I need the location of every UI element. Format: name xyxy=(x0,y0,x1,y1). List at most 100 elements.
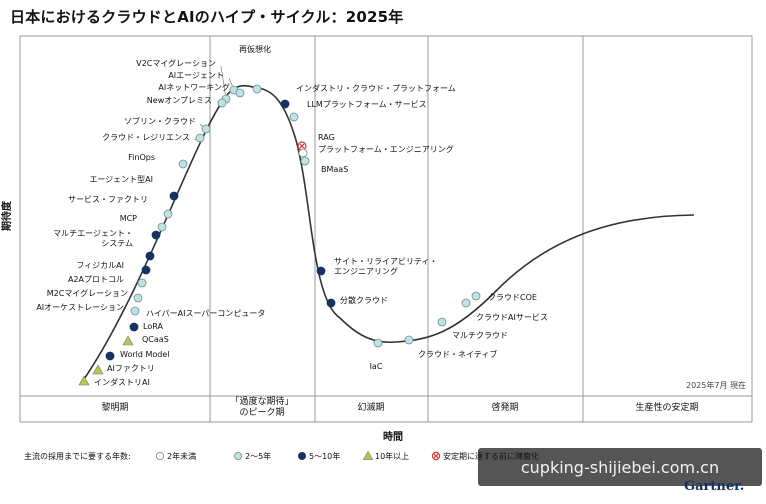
legend-marker xyxy=(362,450,374,460)
tech-point-marker-shape xyxy=(157,222,167,232)
legend-label: 2年未満 xyxy=(167,451,196,461)
hype-curve xyxy=(79,84,695,386)
tech-point-marker-shape xyxy=(129,322,139,332)
tech-point-label: RAG xyxy=(318,133,335,142)
legend-marker-shape xyxy=(362,450,374,460)
legend-marker xyxy=(155,451,164,460)
tech-point-label: フィジカルAI xyxy=(76,261,124,270)
tech-point-marker-shape xyxy=(437,317,447,327)
tech-point-marker-shape xyxy=(316,266,326,276)
tech-point-marker-shape xyxy=(298,148,308,158)
phase-label: 幻滅期 xyxy=(357,401,384,413)
tech-point-marker-shape xyxy=(133,293,143,303)
tech-point-marker xyxy=(252,84,262,94)
tech-point-marker xyxy=(404,335,414,345)
tech-point-label: サービス・ファクトリ xyxy=(68,195,148,204)
tech-point-label: AIネットワーキング xyxy=(158,82,230,92)
tech-point-marker-shape xyxy=(252,84,262,94)
tech-point-marker xyxy=(178,159,188,169)
tech-point-marker xyxy=(151,230,161,240)
legend-marker xyxy=(431,451,441,461)
tech-point-label: AIファクトリ xyxy=(107,364,155,373)
tech-point-label: プラットフォーム・エンジニアリング xyxy=(318,144,454,154)
tech-point-marker xyxy=(300,156,310,166)
tech-point-marker-shape xyxy=(201,124,211,134)
plot-frame xyxy=(19,35,753,397)
watermark-banner: cupking-shijiebei.com.cn xyxy=(478,448,762,486)
tech-point-marker xyxy=(122,335,134,346)
legend-marker-shape xyxy=(297,451,306,460)
legend-label: 5〜10年 xyxy=(309,451,340,461)
legend-marker-shape xyxy=(155,451,164,460)
tech-point-marker xyxy=(133,293,143,303)
tech-point-marker xyxy=(217,98,227,108)
tech-point-label: エージェント型AI xyxy=(89,175,153,184)
tech-point-label: IaC xyxy=(370,362,383,371)
tech-point-marker-cross xyxy=(299,143,305,149)
tech-point-label: 分散クラウド xyxy=(340,295,388,305)
tech-point-marker-shape xyxy=(289,112,299,122)
legend-title: 主流の採用までに要する年数: xyxy=(24,451,131,461)
leader-line xyxy=(220,65,227,100)
tech-point-marker-shape xyxy=(163,209,173,219)
as-of-note: 2025年7月 現在 xyxy=(686,380,746,390)
tech-point-marker-shape xyxy=(137,278,147,288)
tech-point-marker-shape xyxy=(235,88,245,98)
tech-point-marker xyxy=(92,364,104,375)
chart-title: 日本におけるクラウドとAIのハイプ・サイクル：2025年 xyxy=(10,8,404,26)
tech-point-label: インダストリAI xyxy=(94,377,150,387)
tech-point-marker xyxy=(163,209,173,219)
tech-point-label: Newオンプレミス xyxy=(147,96,212,105)
tech-point-marker-shape xyxy=(195,133,205,143)
legend-marker xyxy=(297,451,306,460)
tech-point-marker xyxy=(461,298,471,308)
tech-point-label: AIオーケストレーション xyxy=(36,303,124,312)
tech-point-marker xyxy=(169,191,179,201)
tech-point-label: インダストリ・クラウド・プラットフォーム xyxy=(296,83,456,93)
tech-point-marker-shape xyxy=(178,159,188,169)
phase-label: 生産性の安定期 xyxy=(635,401,698,413)
tech-point-marker xyxy=(289,112,299,122)
tech-point-marker-shape xyxy=(461,298,471,308)
tech-point-marker xyxy=(437,317,447,327)
tech-point-marker xyxy=(471,291,481,301)
tech-point-label: マルチエージェント・システム xyxy=(53,229,133,248)
tech-point-label: AIエージェント xyxy=(168,71,224,80)
legend-marker-shape xyxy=(233,451,242,460)
tech-point-label: World Model xyxy=(120,350,170,359)
tech-point-marker-shape xyxy=(130,306,140,316)
tech-point-marker-shape xyxy=(300,156,310,166)
tech-point-marker-shape xyxy=(280,99,290,109)
tech-point-marker-shape xyxy=(404,335,414,345)
tech-point-marker-shape xyxy=(92,364,104,375)
tech-point-label: FinOps xyxy=(128,153,155,162)
tech-point-marker xyxy=(129,322,139,332)
tech-point-marker-shape xyxy=(122,335,134,346)
tech-point-marker xyxy=(316,266,326,276)
tech-point-label: 再仮想化 xyxy=(239,44,271,54)
tech-point-marker-shape xyxy=(217,98,227,108)
tech-point-label: クラウドAIサービス xyxy=(476,313,548,322)
tech-point-label: MCP xyxy=(120,214,137,223)
phase-label: 啓発期 xyxy=(491,401,518,413)
tech-point-label: クラウドCOE xyxy=(488,293,537,302)
tech-point-marker-shape xyxy=(151,230,161,240)
phase-label: 黎明期 xyxy=(101,401,128,413)
tech-point-marker-shape xyxy=(471,291,481,301)
tech-point-label: ハイパーAIスーパーコンピュータ xyxy=(146,309,265,318)
tech-point-marker xyxy=(201,124,211,134)
tech-point-label: LoRA xyxy=(143,322,163,331)
tech-point-marker-shape xyxy=(78,375,90,386)
tech-point-marker-shape xyxy=(145,251,155,261)
tech-point-marker-shape xyxy=(169,191,179,201)
tech-point-marker xyxy=(235,88,245,98)
x-axis-label: 時間 xyxy=(383,430,403,443)
gartner-logo: Gartner. xyxy=(684,479,745,494)
tech-point-label: ソブリン・クラウド xyxy=(124,116,196,126)
y-axis-label: 期待度 xyxy=(0,200,13,231)
tech-point-marker-shape xyxy=(105,351,115,361)
tech-point-marker xyxy=(130,306,140,316)
tech-point-label: クラウド・レジリエンス xyxy=(102,133,190,142)
legend-marker xyxy=(233,451,242,460)
